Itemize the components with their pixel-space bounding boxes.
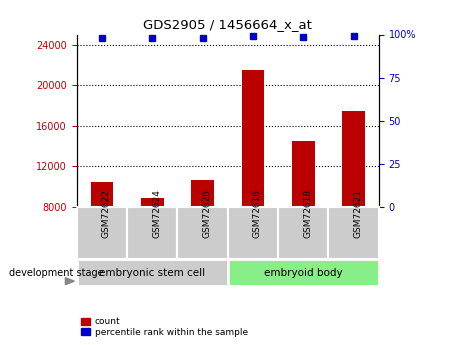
Text: GSM72616: GSM72616 [253,189,262,238]
Bar [278,207,328,259]
Title: GDS2905 / 1456664_x_at: GDS2905 / 1456664_x_at [143,18,312,31]
Bar [328,207,379,259]
Bar [141,198,164,207]
Text: GSM72622: GSM72622 [102,189,111,238]
Bar [342,111,365,207]
Text: GSM72626: GSM72626 [202,189,212,238]
Polygon shape [65,278,74,285]
Bar [77,259,228,286]
Text: GSM72618: GSM72618 [303,189,312,238]
Bar [292,141,315,207]
Text: GSM72621: GSM72621 [354,189,363,238]
Bar [177,207,228,259]
Text: embryoid body: embryoid body [264,268,343,277]
Bar [228,207,278,259]
Bar [228,259,379,286]
Text: embryonic stem cell: embryonic stem cell [99,268,205,277]
Legend: count, percentile rank within the sample: count, percentile rank within the sample [81,317,248,337]
Text: development stage: development stage [9,268,104,277]
Bar [91,181,113,207]
Bar [242,70,264,207]
Text: GSM72624: GSM72624 [152,189,161,238]
Bar [191,180,214,207]
Bar [77,207,127,259]
Bar [127,207,177,259]
